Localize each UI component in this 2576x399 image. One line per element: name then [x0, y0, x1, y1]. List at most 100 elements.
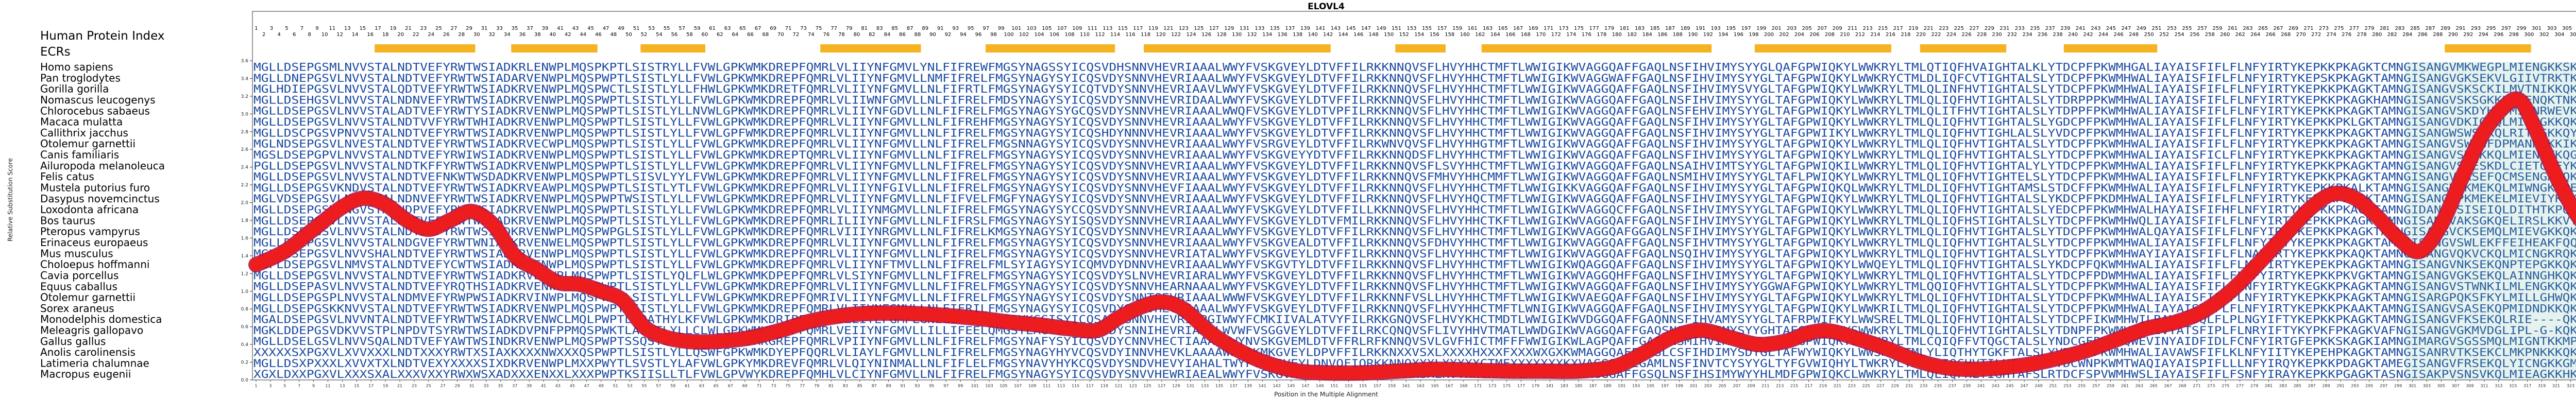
x-tick-label: 81: [828, 384, 834, 388]
human-index-label: 71: [785, 26, 792, 31]
human-index-label: 184: [1642, 32, 1652, 38]
y-tick-label: 0.8: [241, 307, 249, 312]
human-index-label: 36: [519, 32, 526, 38]
human-index-label: 244: [2098, 32, 2108, 38]
score-point: [2328, 188, 2339, 199]
human-index-label: 213: [1863, 26, 1873, 31]
alignment-row: MGLLDSELGSVLNVVSQALNDTVEFYAWTWSINDKRVENW…: [253, 335, 2576, 348]
human-index-label: 277: [2349, 26, 2359, 31]
alignment-row: MGFLDSEPGSVLNMVSTALNDTVEFYCWTWSIADKRVENW…: [253, 258, 2576, 271]
human-index-label: 289: [2441, 26, 2450, 31]
species-name: Felis catus: [40, 170, 94, 183]
score-point: [2083, 344, 2094, 355]
score-point: [2414, 246, 2425, 257]
score-point: [2349, 193, 2360, 203]
x-tick-label: 279: [2250, 384, 2258, 388]
score-point: [1609, 361, 1620, 372]
human-index-label: 147: [1361, 26, 1371, 31]
x-tick-label: 237: [1948, 384, 1956, 388]
human-index-label: 167: [1513, 26, 1523, 31]
x-tick-label: 227: [1876, 384, 1884, 388]
human-index-label: 299: [2517, 26, 2527, 31]
x-tick-label: 11: [325, 384, 330, 388]
ecr-region: [511, 44, 598, 53]
human-index-label: 107: [1057, 26, 1067, 31]
human-index-label: 87: [907, 26, 913, 31]
alignment-row: MGLLDSEPGSVLNVVSTALNDGVEFYRWTWNIADKRVENW…: [253, 236, 2576, 249]
human-index-label: 302: [2539, 32, 2549, 38]
x-tick-label: 291: [2336, 384, 2344, 388]
human-index-label: 306: [2570, 32, 2576, 38]
human-index-label: 155: [1422, 26, 1432, 31]
human-index-label: 25: [435, 26, 442, 31]
human-index-label: 92: [945, 32, 952, 38]
x-tick-label: 53: [627, 384, 632, 388]
human-index-label: 160: [1460, 32, 1470, 38]
x-tick-label: 109: [1028, 384, 1036, 388]
human-index-label: 154: [1414, 32, 1424, 38]
x-tick-label: 165: [1431, 384, 1438, 388]
score-point: [2458, 170, 2468, 181]
score-point: [804, 316, 815, 327]
score-point: [1825, 326, 1836, 337]
human-index-label: 145: [1346, 26, 1355, 31]
human-index-label: 131: [1240, 26, 1249, 31]
human-index-label: 254: [2175, 32, 2184, 38]
human-index-label: 80: [854, 32, 860, 38]
human-index-label: 68: [762, 32, 769, 38]
x-tick-label: 151: [1330, 384, 1338, 388]
species-name: Gorilla gorilla: [40, 83, 109, 95]
human-index-label: 201: [1772, 26, 1782, 31]
human-index-label: 195: [1726, 26, 1736, 31]
human-index-label: 102: [1019, 32, 1029, 38]
x-tick-label: 317: [2523, 384, 2531, 388]
human-index-label: 282: [2387, 32, 2397, 38]
alignment-row: MGLLDSEHGSVLNVVSTALNDNVEFYRWTWSIADKRVENW…: [253, 94, 2576, 106]
variable-region-tint: [2405, 62, 2576, 380]
x-tick-label: 85: [857, 384, 862, 388]
score-point: [1573, 366, 1584, 376]
plot-frame: [252, 11, 2576, 380]
score-point: [861, 308, 872, 319]
human-index-label: 58: [686, 32, 693, 38]
x-tick-label: 191: [1618, 384, 1625, 388]
y-tick-label: 3.6: [241, 59, 249, 64]
human-index-label: 287: [2425, 26, 2435, 31]
human-index-label: 16: [367, 32, 374, 38]
species-name: Dasypus novemcinctus: [40, 193, 160, 205]
human-index-label: 284: [2402, 32, 2412, 38]
human-index-row: 1234567891011121314151617181920212223242…: [255, 26, 2576, 38]
x-tick-label: 149: [1316, 384, 1324, 388]
ecr-region: [1920, 44, 2007, 53]
x-tick-label: 315: [2509, 384, 2517, 388]
human-index-label: 290: [2448, 32, 2458, 38]
score-point: [1293, 366, 1303, 376]
human-index-label: 181: [1620, 26, 1630, 31]
chart-title: ELOVL4: [1308, 2, 1345, 12]
species-name: Callithrix jacchus: [40, 127, 128, 139]
score-point: [401, 215, 412, 225]
ecr-region: [1481, 44, 1712, 53]
human-index-label: 32: [488, 32, 495, 38]
x-tick-label: 137: [1230, 384, 1238, 388]
human-index-label: 108: [1065, 32, 1075, 38]
human-index-label: 14: [352, 32, 359, 38]
alignment-row: MGLLDSEPGSVLNVVSTALNDTVVFYRWTWHIADKRVENW…: [253, 116, 2576, 128]
x-tick-label: 193: [1632, 384, 1640, 388]
human-index-label: 103: [1027, 26, 1037, 31]
x-tick-label: 7: [298, 384, 300, 388]
human-index-label: 163: [1483, 26, 1493, 31]
x-tick-label: 23: [412, 384, 417, 388]
human-index-label: 217: [1893, 26, 1903, 31]
alignment-row: MGLLDSEPASVLNVVSTALNDTVEFYRQTHSIADKRVENW…: [253, 281, 2576, 293]
human-index-label: 165: [1498, 26, 1507, 31]
score-point: [1178, 304, 1189, 315]
human-index-label: 224: [1946, 32, 1956, 38]
human-index-label: 164: [1490, 32, 1500, 38]
score-point: [2198, 305, 2209, 316]
human-index-label: 113: [1103, 26, 1112, 31]
x-tick-label: 25: [426, 384, 431, 388]
species-name: Bos taurus: [40, 214, 95, 227]
